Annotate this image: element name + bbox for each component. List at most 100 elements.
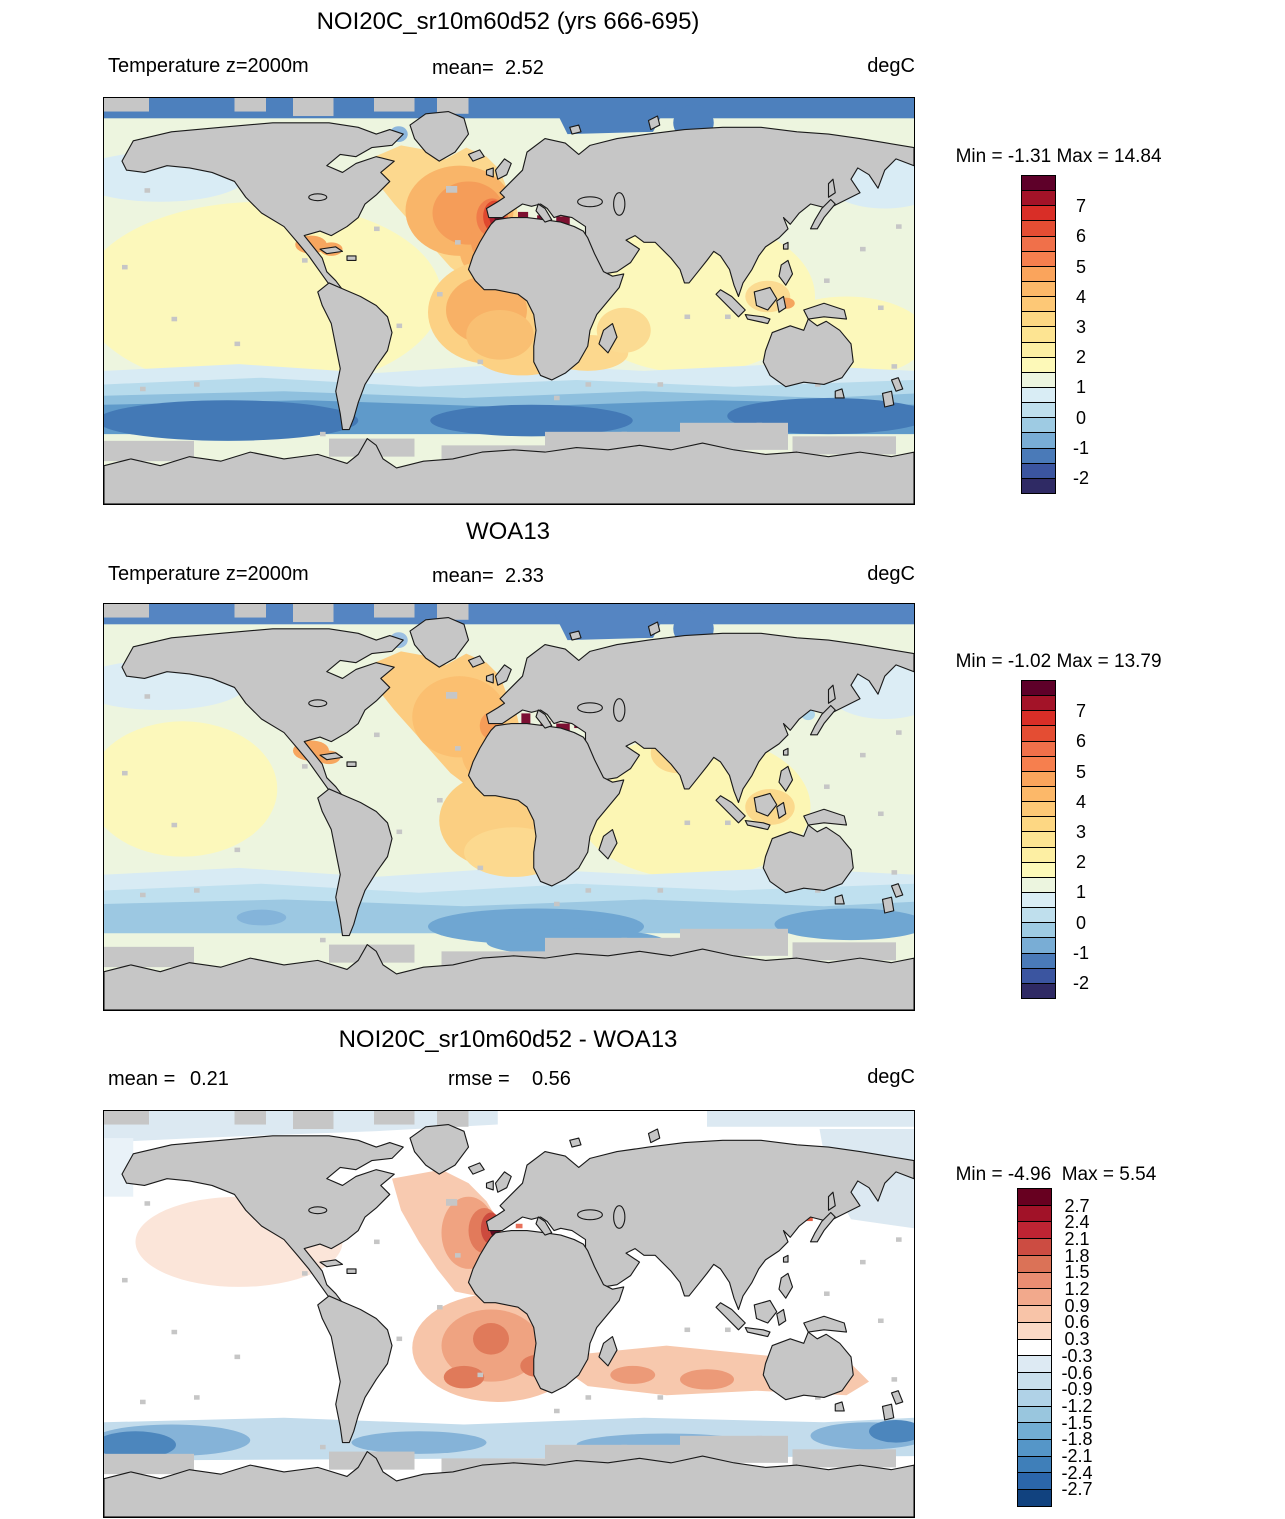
colorbar-cell — [1018, 1305, 1051, 1322]
colorbar-tick-label: 7 — [1075, 701, 1086, 722]
colorbar-cell — [1022, 176, 1055, 191]
panel1-map — [103, 97, 915, 505]
panel2-units-label: degC — [867, 563, 915, 585]
colorbar-tick-label: -2 — [1072, 467, 1089, 488]
panel2-map — [103, 603, 915, 1011]
colorbar-cell — [1022, 876, 1055, 892]
colorbar-cell — [1022, 695, 1055, 711]
panel3-colorbar: 2.7 2.4 2.1 1.8 1.5 1.2 0.9 0.6 0.3 -0.3 -0.6 -0.9-… — [1017, 1188, 1093, 1507]
colorbar-tick-label: 2 — [1075, 347, 1086, 368]
colorbar-cell — [1022, 326, 1055, 342]
colorbar-cell — [1022, 190, 1055, 206]
panel1-mean-value: 2.52 — [505, 57, 544, 79]
panel3-rmse-label: rmse = — [448, 1068, 516, 1090]
colorbar-cell — [1022, 250, 1055, 266]
panel2-colorbar: 7 6 5 4 3 2 1 0 -1 -2 — [1021, 680, 1089, 999]
colorbar-tick-label: 1.8 — [1064, 1245, 1090, 1266]
colorbar-tick-label: 1 — [1075, 377, 1086, 398]
panel2-mean-value: 2.33 — [505, 565, 544, 587]
colorbar-tick-label: 5 — [1075, 761, 1086, 782]
colorbar-cell — [1022, 371, 1055, 387]
colorbar-cell — [1018, 1472, 1051, 1490]
colorbar-cell — [1022, 462, 1055, 478]
colorbar-tick-label: 0 — [1075, 912, 1086, 933]
colorbar-cell — [1018, 1455, 1051, 1473]
colorbar-cell — [1022, 296, 1055, 312]
colorbar-tick-label: 1 — [1075, 882, 1086, 903]
panel2-mean-label: mean= — [432, 565, 494, 587]
colorbar-tick-label: 0.3 — [1064, 1329, 1090, 1350]
colorbar-tick-label: -1 — [1072, 437, 1089, 458]
panel2-max-value: 13.79 — [1114, 651, 1162, 672]
colorbar-tick-label: 4 — [1075, 286, 1086, 307]
colorbar-cell — [1022, 356, 1055, 372]
colorbar-cell — [1022, 861, 1055, 877]
panel1-colorbar: 7 6 5 4 3 2 1 0 -1 -2 — [1021, 175, 1089, 494]
panel1-min-value: -1.31 — [1007, 146, 1052, 167]
colorbar-cell — [1018, 1189, 1051, 1205]
colorbar-cell — [1022, 725, 1055, 741]
colorbar-tick-label: -2.1 — [1061, 1445, 1093, 1466]
colorbar-tick-label: 5 — [1075, 256, 1086, 277]
panel2-field-label: Temperature z=2000m — [108, 563, 309, 585]
colorbar-tick-label: -0.6 — [1061, 1362, 1093, 1383]
colorbar-tick-label: -2.7 — [1061, 1479, 1093, 1500]
colorbar-tick-label: -1.8 — [1061, 1429, 1093, 1450]
colorbar-cell — [1022, 937, 1055, 953]
colorbar-cell — [1018, 1238, 1051, 1255]
colorbar-cell — [1022, 770, 1055, 786]
colorbar-cell — [1022, 755, 1055, 771]
colorbar-cell — [1022, 831, 1055, 847]
colorbar-cell — [1022, 265, 1055, 281]
panel3-map-canvas — [104, 1111, 914, 1517]
panel3-mean-value: 0.21 — [190, 1068, 229, 1090]
colorbar-cell — [1018, 1204, 1051, 1222]
panel3-minmax: Min = -4.96 Max = 5.54 — [955, 1164, 1157, 1185]
colorbar-cell — [1022, 816, 1055, 832]
colorbar-cell — [1022, 922, 1055, 938]
panel3-units-label: degC — [867, 1066, 915, 1088]
colorbar-tick-label: 2.7 — [1064, 1195, 1090, 1216]
colorbar-tick-label: -2.4 — [1061, 1462, 1093, 1483]
panel1-title: NOI20C_sr10m60d52 (yrs 666-695) — [316, 8, 700, 35]
colorbar-cell — [1022, 907, 1055, 923]
panel2-minmax: Min = -1.02 Max = 13.79 — [955, 651, 1162, 672]
colorbar-cell — [1022, 205, 1055, 221]
panel1-field-label: Temperature z=2000m — [108, 55, 309, 77]
panel1-minmax: Min = -1.31 Max = 14.84 — [955, 146, 1162, 167]
colorbar-cell — [1022, 280, 1055, 297]
panel3-rmse-value: 0.56 — [532, 1068, 571, 1090]
colorbar-cell — [1022, 785, 1055, 802]
colorbar-cell — [1018, 1254, 1051, 1272]
colorbar-cell — [1022, 891, 1055, 908]
colorbar-tick-label: 1.2 — [1064, 1279, 1090, 1300]
colorbar-cell — [1022, 220, 1055, 236]
panel1-mean-label: mean= — [432, 57, 494, 79]
colorbar-cell — [1022, 477, 1055, 493]
panel1-max-value: 14.84 — [1114, 146, 1162, 167]
colorbar-cell — [1022, 235, 1055, 251]
colorbar-tick-label: 1.5 — [1064, 1262, 1090, 1283]
colorbar-cell — [1022, 311, 1055, 327]
colorbar-cell — [1022, 982, 1055, 998]
colorbar-cell — [1018, 1439, 1051, 1456]
colorbar-cell — [1022, 967, 1055, 983]
colorbar-cell — [1018, 1489, 1051, 1506]
panel3-min-value: -4.96 — [1007, 1164, 1052, 1185]
colorbar-cell — [1022, 710, 1055, 726]
colorbar-tick-label: -0.3 — [1061, 1345, 1093, 1366]
colorbar-cell — [1018, 1221, 1051, 1239]
colorbar-tick-label: 4 — [1075, 791, 1086, 812]
panel3-mean-label: mean = — [108, 1068, 181, 1090]
colorbar-cell — [1022, 341, 1055, 357]
colorbar-tick-label: 2.1 — [1064, 1229, 1090, 1250]
colorbar-cell — [1018, 1271, 1051, 1289]
panel3-title: NOI20C_sr10m60d52 - WOA13 — [338, 1026, 678, 1053]
colorbar-cell — [1018, 1338, 1051, 1356]
colorbar-cell — [1018, 1372, 1051, 1389]
colorbar-cell — [1022, 846, 1055, 862]
colorbar-cell — [1018, 1388, 1051, 1406]
colorbar-tick-label: 0.6 — [1064, 1312, 1090, 1333]
colorbar-cell — [1022, 386, 1055, 403]
colorbar-tick-label: 2 — [1075, 852, 1086, 873]
